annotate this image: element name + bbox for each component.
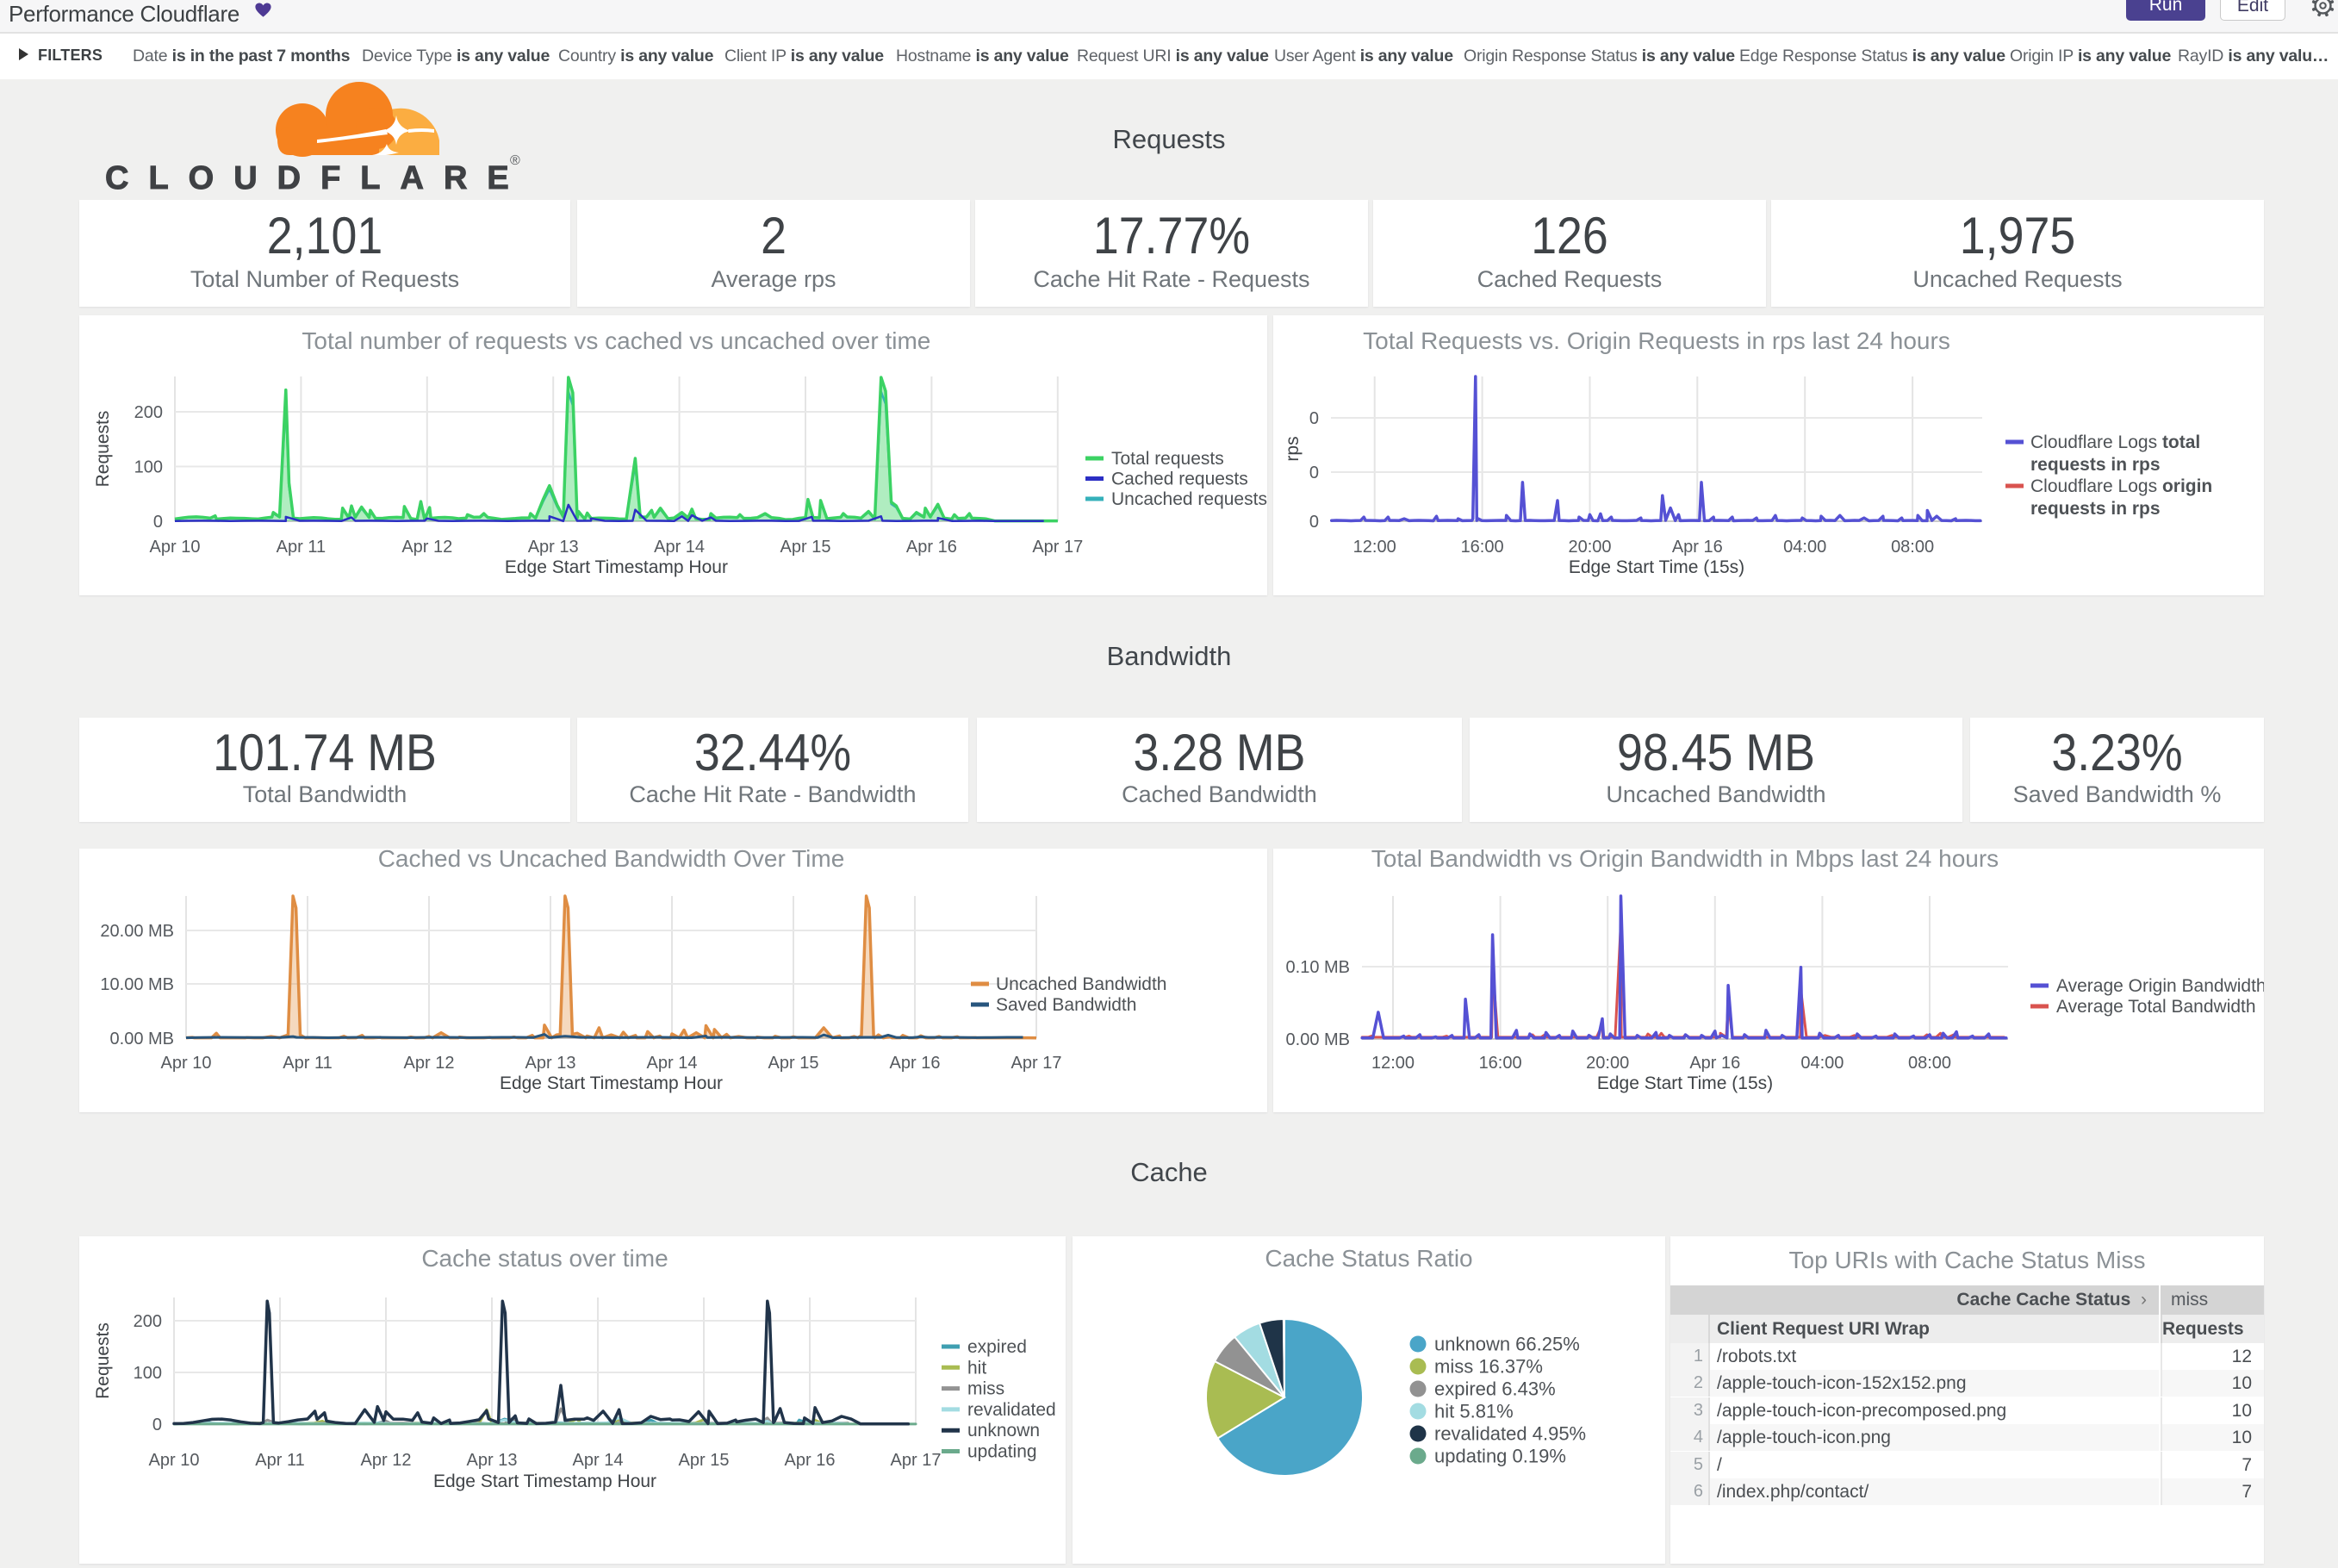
svg-text:Average Total Bandwidth: Average Total Bandwidth bbox=[2056, 997, 2256, 1017]
svg-text:Apr 16: Apr 16 bbox=[906, 538, 957, 557]
svg-text:hit 5.81%: hit 5.81% bbox=[1434, 1401, 1514, 1422]
svg-text:Apr 13: Apr 13 bbox=[525, 1054, 576, 1073]
svg-text:Apr 12: Apr 12 bbox=[404, 1054, 455, 1073]
svg-text:20.00 MB: 20.00 MB bbox=[100, 922, 174, 941]
svg-text:Apr 17: Apr 17 bbox=[1032, 538, 1083, 557]
svg-text:Apr 12: Apr 12 bbox=[401, 538, 452, 557]
svg-text:Edge Start Timestamp Hour: Edge Start Timestamp Hour bbox=[505, 557, 728, 577]
svg-text:0: 0 bbox=[1309, 464, 1319, 482]
svg-text:Apr 11: Apr 11 bbox=[255, 1451, 304, 1470]
svg-text:200: 200 bbox=[134, 1312, 162, 1331]
svg-text:updating 0.19%: updating 0.19% bbox=[1434, 1446, 1566, 1467]
svg-text:Apr 15: Apr 15 bbox=[768, 1054, 819, 1073]
svg-text:Apr 15: Apr 15 bbox=[780, 538, 831, 557]
svg-text:100: 100 bbox=[134, 458, 163, 477]
svg-text:08:00: 08:00 bbox=[1908, 1054, 1951, 1073]
svg-text:Apr 13: Apr 13 bbox=[467, 1451, 518, 1470]
svg-text:revalidated: revalidated bbox=[967, 1400, 1056, 1420]
svg-text:Apr 10: Apr 10 bbox=[150, 538, 201, 557]
svg-text:100: 100 bbox=[134, 1364, 162, 1383]
svg-text:Edge Start Time (15s): Edge Start Time (15s) bbox=[1597, 1073, 1773, 1093]
svg-text:Cached requests: Cached requests bbox=[1111, 470, 1248, 489]
svg-text:16:00: 16:00 bbox=[1479, 1054, 1522, 1073]
svg-text:Cache status over time: Cache status over time bbox=[421, 1245, 668, 1272]
svg-text:rps: rps bbox=[1283, 436, 1303, 461]
svg-text:Edge Start Time (15s): Edge Start Time (15s) bbox=[1569, 557, 1744, 577]
svg-text:200: 200 bbox=[134, 403, 163, 422]
svg-text:Uncached requests: Uncached requests bbox=[1111, 489, 1267, 509]
svg-text:0.00 MB: 0.00 MB bbox=[1286, 1030, 1350, 1049]
svg-text:0.00 MB: 0.00 MB bbox=[110, 1030, 174, 1048]
svg-text:miss 16.37%: miss 16.37% bbox=[1434, 1356, 1543, 1378]
svg-text:Total Bandwidth vs Origin Band: Total Bandwidth vs Origin Bandwidth in M… bbox=[1371, 849, 1999, 872]
svg-text:04:00: 04:00 bbox=[1783, 538, 1826, 557]
svg-text:Apr 10: Apr 10 bbox=[161, 1054, 212, 1073]
svg-text:12:00: 12:00 bbox=[1353, 538, 1396, 557]
svg-text:miss: miss bbox=[967, 1379, 1004, 1399]
svg-text:expired 6.43%: expired 6.43% bbox=[1434, 1378, 1556, 1400]
svg-text:Apr 16: Apr 16 bbox=[785, 1451, 836, 1470]
svg-text:Apr 11: Apr 11 bbox=[283, 1054, 332, 1073]
svg-text:Total number of requests vs ca: Total number of requests vs cached vs un… bbox=[302, 327, 930, 354]
svg-text:Cloudflare Logs origin: Cloudflare Logs origin bbox=[2030, 476, 2212, 496]
svg-text:hit: hit bbox=[967, 1358, 986, 1378]
svg-text:Edge Start Timestamp Hour: Edge Start Timestamp Hour bbox=[500, 1073, 723, 1093]
svg-text:20:00: 20:00 bbox=[1568, 538, 1611, 557]
svg-text:Saved Bandwidth: Saved Bandwidth bbox=[996, 995, 1136, 1015]
svg-text:Apr 16: Apr 16 bbox=[890, 1054, 941, 1073]
svg-text:Apr 15: Apr 15 bbox=[679, 1451, 730, 1470]
svg-text:Uncached Bandwidth: Uncached Bandwidth bbox=[996, 974, 1166, 994]
svg-text:Cached vs Uncached Bandwidth O: Cached vs Uncached Bandwidth Over Time bbox=[378, 849, 845, 872]
svg-text:expired: expired bbox=[967, 1337, 1027, 1357]
svg-text:Total requests: Total requests bbox=[1111, 449, 1224, 469]
svg-text:04:00: 04:00 bbox=[1800, 1054, 1844, 1073]
svg-text:Apr 14: Apr 14 bbox=[647, 1054, 698, 1073]
svg-text:0: 0 bbox=[1309, 409, 1319, 428]
svg-text:unknown 66.25%: unknown 66.25% bbox=[1434, 1334, 1580, 1355]
svg-text:®: ® bbox=[510, 153, 520, 168]
svg-text:requests in rps: requests in rps bbox=[2030, 455, 2161, 475]
svg-text:CLOUDFLARE: CLOUDFLARE bbox=[105, 160, 529, 196]
svg-text:Cache Status Ratio: Cache Status Ratio bbox=[1265, 1245, 1472, 1272]
svg-text:Apr 13: Apr 13 bbox=[528, 538, 579, 557]
svg-text:Requests: Requests bbox=[93, 1322, 113, 1399]
svg-text:Apr 10: Apr 10 bbox=[149, 1451, 200, 1470]
svg-text:Apr 11: Apr 11 bbox=[277, 538, 326, 557]
svg-text:10.00 MB: 10.00 MB bbox=[100, 975, 174, 994]
svg-text:Apr 16: Apr 16 bbox=[1672, 538, 1723, 557]
svg-text:08:00: 08:00 bbox=[1891, 538, 1934, 557]
svg-text:16:00: 16:00 bbox=[1461, 538, 1504, 557]
svg-text:0: 0 bbox=[153, 513, 163, 532]
svg-text:Apr 14: Apr 14 bbox=[654, 538, 705, 557]
svg-text:12:00: 12:00 bbox=[1371, 1054, 1415, 1073]
svg-text:0: 0 bbox=[152, 1416, 162, 1434]
svg-text:revalidated 4.95%: revalidated 4.95% bbox=[1434, 1423, 1586, 1445]
svg-text:unknown: unknown bbox=[967, 1421, 1040, 1440]
svg-text:Apr 16: Apr 16 bbox=[1689, 1054, 1740, 1073]
svg-text:Cloudflare Logs total: Cloudflare Logs total bbox=[2030, 432, 2200, 452]
svg-text:Apr 17: Apr 17 bbox=[1011, 1054, 1062, 1073]
svg-text:Requests: Requests bbox=[93, 411, 113, 488]
svg-text:Total Requests vs. Origin Requ: Total Requests vs. Origin Requests in rp… bbox=[1363, 327, 1950, 354]
svg-text:Average Origin Bandwidth: Average Origin Bandwidth bbox=[2056, 976, 2264, 996]
svg-text:Apr 14: Apr 14 bbox=[573, 1451, 624, 1470]
svg-text:0: 0 bbox=[1309, 513, 1319, 532]
svg-text:20:00: 20:00 bbox=[1586, 1054, 1629, 1073]
svg-text:Apr 17: Apr 17 bbox=[891, 1451, 942, 1470]
svg-text:requests in rps: requests in rps bbox=[2030, 499, 2161, 519]
svg-text:Edge Start Timestamp Hour: Edge Start Timestamp Hour bbox=[433, 1472, 656, 1491]
svg-text:0.10 MB: 0.10 MB bbox=[1286, 958, 1350, 977]
svg-text:updating: updating bbox=[967, 1442, 1037, 1462]
svg-text:Apr 12: Apr 12 bbox=[361, 1451, 412, 1470]
